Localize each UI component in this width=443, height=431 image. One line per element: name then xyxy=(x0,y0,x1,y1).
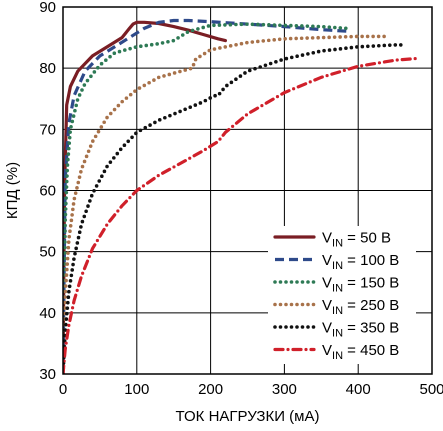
legend-label: VIN = 450 В xyxy=(322,342,399,362)
legend-label-value: = 50 В xyxy=(343,230,391,247)
x-tick-label: 300 xyxy=(272,381,297,398)
legend-label-value: = 150 В xyxy=(343,275,399,292)
legend-label-v: V xyxy=(322,297,332,314)
legend-label-value: = 350 В xyxy=(343,320,399,337)
legend-label-v: V xyxy=(322,320,332,337)
legend-label-value: = 250 В xyxy=(343,297,399,314)
series-lines xyxy=(63,18,419,374)
y-tick-label: 90 xyxy=(39,0,56,16)
legend-label-v: V xyxy=(322,252,332,269)
y-tick-label: 50 xyxy=(39,244,56,261)
series-line-4 xyxy=(63,34,390,374)
legend-label-sub: IN xyxy=(332,283,343,295)
legend-label: VIN = 100 В xyxy=(322,252,399,272)
legend-label-sub: IN xyxy=(332,328,343,340)
legend-label: VIN = 150 В xyxy=(322,275,399,295)
y-tick-label: 40 xyxy=(39,305,56,322)
legend-label-sub: IN xyxy=(332,260,343,272)
legend-label: VIN = 250 В xyxy=(322,297,399,317)
series-line-5 xyxy=(63,43,408,374)
y-tick-label: 60 xyxy=(39,183,56,200)
x-tick-label: 200 xyxy=(198,381,223,398)
x-tick-label: 0 xyxy=(59,381,67,398)
legend-label-value: = 450 В xyxy=(343,342,399,359)
legend-label-sub: IN xyxy=(332,305,343,317)
x-tick-label: 500 xyxy=(419,381,443,398)
legend-label-sub: IN xyxy=(332,350,343,362)
x-axis-title: ТОК НАГРУЗКИ (мА) xyxy=(176,408,320,425)
legend-label-v: V xyxy=(322,342,332,359)
plot-frame xyxy=(62,6,433,375)
series-line-1 xyxy=(63,20,227,374)
series-line-3 xyxy=(63,22,349,374)
legend-background xyxy=(268,226,416,364)
legend-label: VIN = 50 В xyxy=(322,230,391,250)
plot-border xyxy=(62,6,433,375)
series-line-6 xyxy=(63,56,419,374)
y-axis-title: КПД (%) xyxy=(4,162,21,219)
legend-label-v: V xyxy=(322,230,332,247)
tick-labels: 0 100 200 300 400 500 30 40 50 60 70 80 90 xyxy=(39,0,443,398)
legend-label-v: V xyxy=(322,275,332,292)
x-tick-label: 400 xyxy=(346,381,371,398)
legend-label: VIN = 350 В xyxy=(322,320,399,340)
legend-label-value: = 100 В xyxy=(343,252,399,269)
series-line-2 xyxy=(63,18,351,374)
legend-label-sub: IN xyxy=(332,238,343,250)
y-tick-label: 30 xyxy=(39,366,56,383)
y-tick-label: 80 xyxy=(39,60,56,77)
x-tick-label: 100 xyxy=(124,381,149,398)
y-tick-label: 70 xyxy=(39,121,56,138)
